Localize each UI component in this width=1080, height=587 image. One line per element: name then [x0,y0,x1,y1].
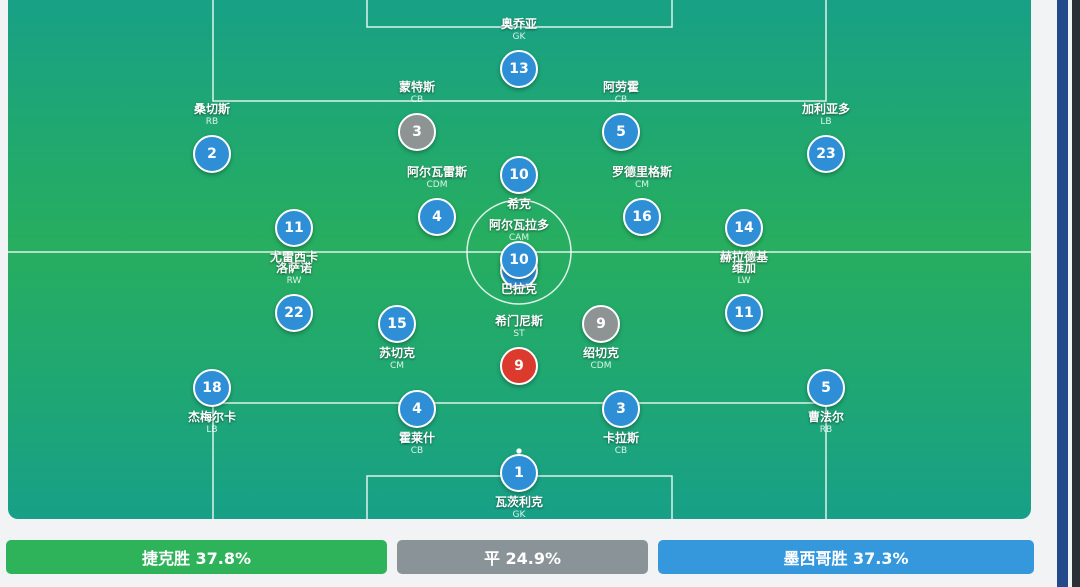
player-number[interactable]: 22 [275,294,313,332]
player-name: 苏切克 [378,346,415,360]
player-label: 希克 [459,195,579,212]
player-name: 洛萨诺 [275,261,312,275]
player-number[interactable]: 16 [623,198,661,236]
player-position: GK [512,32,526,42]
player-position: CM [634,180,650,190]
player-name: 巴拉克 [500,282,537,296]
player-name: 加利亚多 [801,102,850,116]
player-label: 维加 LW [684,259,804,286]
player-number[interactable]: 23 [807,135,845,173]
player-position: ST [513,329,525,339]
player-name: 霍莱什 [398,431,435,445]
player-name: 阿尔瓦雷斯 [406,165,467,179]
player-number[interactable]: 5 [807,369,845,407]
outcome-button[interactable]: 墨西哥胜 37.3% [658,540,1034,574]
player-label: 罗德里格斯 CM [582,163,702,190]
player-number[interactable]: 2 [193,135,231,173]
player-number[interactable]: 10 [500,156,538,194]
player-label: 霍莱什 CB [357,429,477,456]
player-name: 阿尔瓦拉多 [488,218,549,232]
player-label: 奥乔亚 GK [459,15,579,42]
player-label: 希门尼斯 ST [459,312,579,339]
player-name: 希克 [506,197,531,211]
player-position: RB [205,117,219,127]
player-number[interactable]: 11 [275,209,313,247]
player-position: CDM [590,361,612,371]
player-label: 曹法尔 RB [766,408,886,435]
outcome-button[interactable]: 平 24.9% [397,540,648,574]
player-name: 罗德里格斯 [611,165,672,179]
player-label: 赫拉德基 [684,248,804,265]
player-position: CM [389,361,405,371]
player-name: 卡拉斯 [602,431,639,445]
player-number[interactable]: 18 [193,369,231,407]
player-name: 瓦茨利克 [494,495,543,509]
player-name: 奥乔亚 [500,17,537,31]
player-name: 尤雷西卡 [269,250,318,264]
player-number[interactable]: 11 [725,294,763,332]
player-label: 蒙特斯 CB [357,78,477,105]
player-name: 蒙特斯 [398,80,435,94]
player-number[interactable]: 15 [378,305,416,343]
player-position: CB [614,446,628,456]
player-label: 绍切克 CDM [541,344,661,371]
player-label: 阿尔瓦雷斯 CDM [377,163,497,190]
player-position: RB [819,425,833,435]
player-label: 阿劳霍 CB [561,78,681,105]
sidebar [1057,0,1068,587]
player-label: 桑切斯 RB [152,100,272,127]
player-name: 桑切斯 [193,102,230,116]
player-label: 苏切克 CM [337,344,457,371]
player-number[interactable]: 3 [398,113,436,151]
player-position: CB [410,446,424,456]
player-label: 洛萨诺 RW [234,259,354,286]
player-position: RW [286,276,302,286]
player-name: 绍切克 [582,346,619,360]
player-number[interactable]: 9 [582,305,620,343]
player-position: CAM [508,233,530,243]
player-label: 阿尔瓦拉多 CAM [459,216,579,243]
player-position: LB [206,425,218,435]
player-label: 瓦茨利克 GK [459,493,579,520]
player-label: 卡拉斯 CB [561,429,681,456]
player-number[interactable]: 5 [602,113,640,151]
outcome-button[interactable]: 捷克胜 37.8% [6,540,387,574]
player-name: 杰梅尔卡 [187,410,236,424]
sidebar-edge [1072,0,1080,587]
player-label: 尤雷西卡 [234,248,354,265]
player-label: 杰梅尔卡 LB [152,408,272,435]
player-number[interactable]: 3 [602,390,640,428]
player-number[interactable]: 14 [725,209,763,247]
player-position: CB [614,95,628,105]
player-label: 巴拉克 [459,280,579,297]
player-number[interactable]: 4 [418,198,456,236]
player-name: 曹法尔 [807,410,844,424]
player-position: LW [737,276,751,286]
player-position: CDM [426,180,448,190]
player-number[interactable]: 4 [398,390,436,428]
player-position: LB [820,117,832,127]
player-position: GK [512,510,526,520]
player-number[interactable]: 9 [500,347,538,385]
player-label: 加利亚多 LB [766,100,886,127]
player-name: 维加 [731,261,756,275]
player-number[interactable]: 1 [500,454,538,492]
player-number[interactable]: 13 [500,50,538,88]
player-position: CB [410,95,424,105]
player-name: 阿劳霍 [602,80,639,94]
player-name: 希门尼斯 [494,314,543,328]
player-number[interactable]: 10 [500,241,538,279]
player-name: 赫拉德基 [719,250,768,264]
